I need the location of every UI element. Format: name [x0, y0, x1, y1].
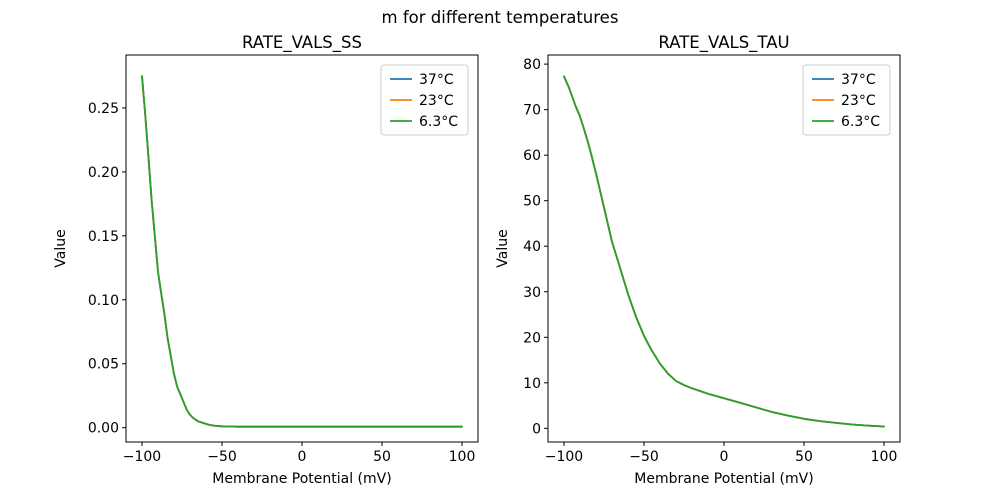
- x-axis-label: Membrane Potential (mV): [212, 471, 391, 487]
- y-tick-label: 80: [523, 57, 541, 73]
- legend: 37°C 23°C 6.3°C: [802, 64, 891, 136]
- legend-label-23C: 23°C: [841, 93, 876, 109]
- y-tick-label: 70: [523, 103, 541, 119]
- y-tick-label: 0.20: [88, 165, 119, 181]
- subplot-title: RATE_VALS_SS: [242, 33, 362, 53]
- x-tick-label: 0: [298, 449, 307, 465]
- y-tick-label: 30: [523, 285, 541, 301]
- y-tick-label: 50: [523, 194, 541, 210]
- y-axis-label: Value: [53, 229, 69, 267]
- curve-6.3C: [141, 75, 463, 428]
- legend-frame: [802, 64, 891, 136]
- subplot-rate-vals-tau: RATE_VALS_TAU −100 −50 0 50 100 0 10 20 30 40 50 60 7…: [495, 33, 901, 487]
- legend-label-6.3C: 6.3°C: [841, 114, 880, 130]
- legend-label-6.3C: 6.3°C: [419, 114, 458, 130]
- legend-label-23C: 23°C: [419, 93, 454, 109]
- curve-6.3C: [563, 75, 885, 428]
- y-tick-label: 40: [523, 239, 541, 255]
- x-tick-label: −50: [629, 449, 659, 465]
- y-tick-label: 20: [523, 330, 541, 346]
- x-tick-label: −100: [123, 449, 161, 465]
- x-tick-label: 100: [449, 449, 476, 465]
- x-tick-label: 0: [720, 449, 729, 465]
- y-tick-label: 0.05: [88, 357, 119, 373]
- legend-frame: [380, 64, 469, 136]
- x-tick-label: −50: [207, 449, 237, 465]
- x-tick-label: 100: [871, 449, 898, 465]
- y-tick-label: 60: [523, 148, 541, 164]
- y-tick-label: 0.10: [88, 293, 119, 309]
- y-tick-label: 10: [523, 376, 541, 392]
- x-tick-label: 50: [795, 449, 813, 465]
- y-tick-label: 0.15: [88, 229, 119, 245]
- subplot-rate-vals-ss: RATE_VALS_SS −100 −50 0 50 100 0.00 0.05 0.10 0.1…: [53, 33, 479, 487]
- y-tick-label: 0.25: [88, 101, 119, 117]
- legend-label-37C: 37°C: [419, 72, 454, 88]
- subplot-title: RATE_VALS_TAU: [658, 33, 789, 53]
- y-axis-label: Value: [495, 229, 511, 267]
- y-tick-label: 0.00: [88, 421, 119, 437]
- figure-suptitle: m for different temperatures: [381, 8, 619, 27]
- y-tick-label: 0: [532, 421, 541, 437]
- legend-label-37C: 37°C: [841, 72, 876, 88]
- x-axis-label: Membrane Potential (mV): [634, 471, 813, 487]
- legend: 37°C 23°C 6.3°C: [380, 64, 469, 136]
- x-tick-label: −100: [545, 449, 583, 465]
- x-tick-label: 50: [373, 449, 391, 465]
